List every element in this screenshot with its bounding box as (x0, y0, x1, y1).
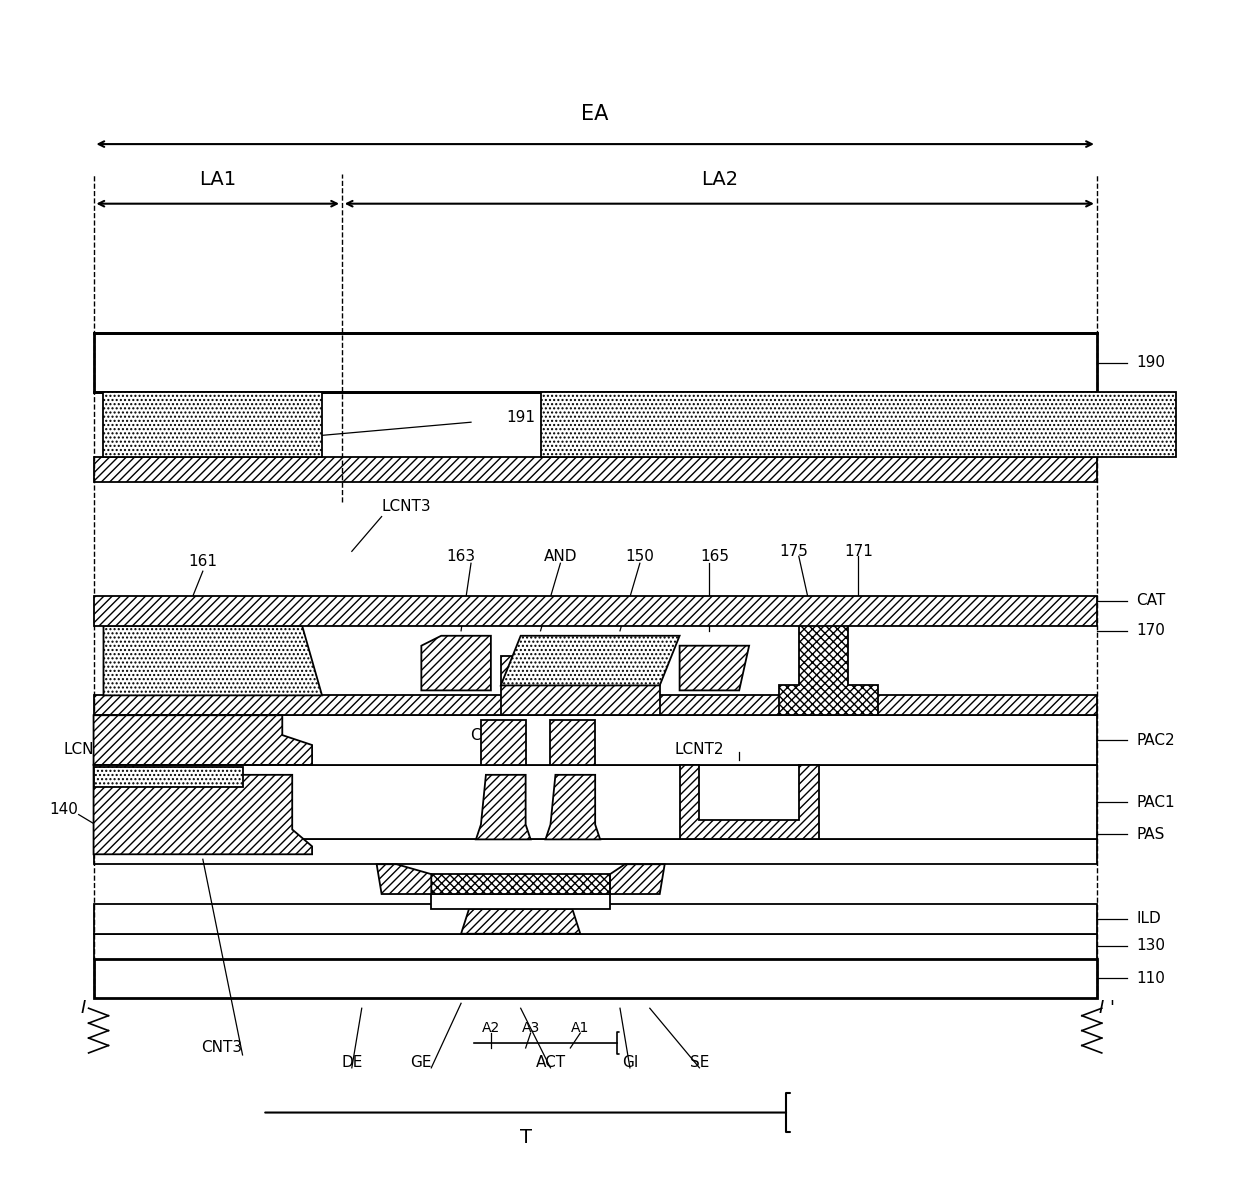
Text: LCNT3: LCNT3 (382, 499, 432, 514)
Text: LCNT1: LCNT1 (63, 743, 113, 757)
Bar (551, 720, 595, 764)
Text: 161: 161 (188, 554, 217, 569)
Text: 140: 140 (50, 802, 78, 817)
Text: LCNT2: LCNT2 (675, 743, 724, 757)
Text: I: I (81, 999, 87, 1017)
Bar (93, 333, 1096, 392)
Text: 163: 163 (446, 549, 476, 564)
Text: T: T (520, 1127, 532, 1147)
Text: CAT: CAT (1137, 594, 1166, 608)
Polygon shape (680, 764, 818, 839)
Text: ILD: ILD (1137, 911, 1161, 927)
Bar (93, 904, 1096, 934)
Text: AND: AND (543, 549, 577, 564)
Text: ACT: ACT (536, 1055, 565, 1070)
Text: CNT3: CNT3 (201, 1041, 243, 1055)
Text: 165: 165 (699, 549, 729, 564)
Polygon shape (422, 636, 491, 690)
Polygon shape (93, 715, 312, 764)
Text: PAS: PAS (1137, 827, 1164, 841)
Bar (501, 655, 660, 715)
Bar (93, 839, 1096, 864)
Text: PAC1: PAC1 (1137, 795, 1176, 810)
Bar (93, 958, 1096, 999)
Text: 191: 191 (506, 410, 536, 424)
Bar (103, 392, 322, 457)
Polygon shape (103, 626, 322, 696)
Text: DE: DE (341, 1055, 362, 1070)
Bar (93, 767, 243, 787)
Text: CNT1: CNT1 (549, 727, 590, 743)
Bar (432, 894, 610, 909)
Text: A3: A3 (522, 1022, 539, 1035)
Text: 171: 171 (844, 543, 873, 559)
Text: PAC2: PAC2 (1137, 732, 1176, 748)
Text: I ': I ' (1099, 999, 1115, 1017)
Bar (93, 596, 1096, 626)
Text: GE: GE (410, 1055, 432, 1070)
Polygon shape (779, 606, 878, 715)
Bar (432, 874, 610, 894)
Polygon shape (501, 636, 680, 685)
Polygon shape (476, 775, 531, 839)
Bar (93, 696, 1096, 715)
Bar (481, 720, 526, 764)
Text: A2: A2 (482, 1022, 500, 1035)
Polygon shape (461, 909, 580, 934)
Polygon shape (610, 864, 665, 894)
Text: 175: 175 (780, 543, 808, 559)
Bar (541, 392, 1177, 457)
Text: EA: EA (582, 105, 609, 124)
Text: LA1: LA1 (200, 169, 237, 189)
Text: 150: 150 (625, 549, 655, 564)
Bar (93, 715, 1096, 764)
Polygon shape (680, 645, 749, 690)
Polygon shape (93, 764, 312, 855)
Text: CNT2: CNT2 (470, 727, 511, 743)
Text: LA2: LA2 (701, 169, 738, 189)
Bar (93, 934, 1096, 958)
Text: A1: A1 (572, 1022, 589, 1035)
Text: 193: 193 (774, 410, 804, 424)
Text: 110: 110 (1137, 971, 1166, 986)
Polygon shape (377, 864, 432, 894)
Text: 130: 130 (1137, 939, 1166, 953)
Polygon shape (546, 775, 600, 839)
Bar (93, 764, 1096, 839)
Text: 190: 190 (1137, 355, 1166, 370)
Bar (93, 457, 1096, 482)
Text: SE: SE (689, 1055, 709, 1070)
Text: 170: 170 (1137, 624, 1166, 638)
Text: GI: GI (621, 1055, 639, 1070)
